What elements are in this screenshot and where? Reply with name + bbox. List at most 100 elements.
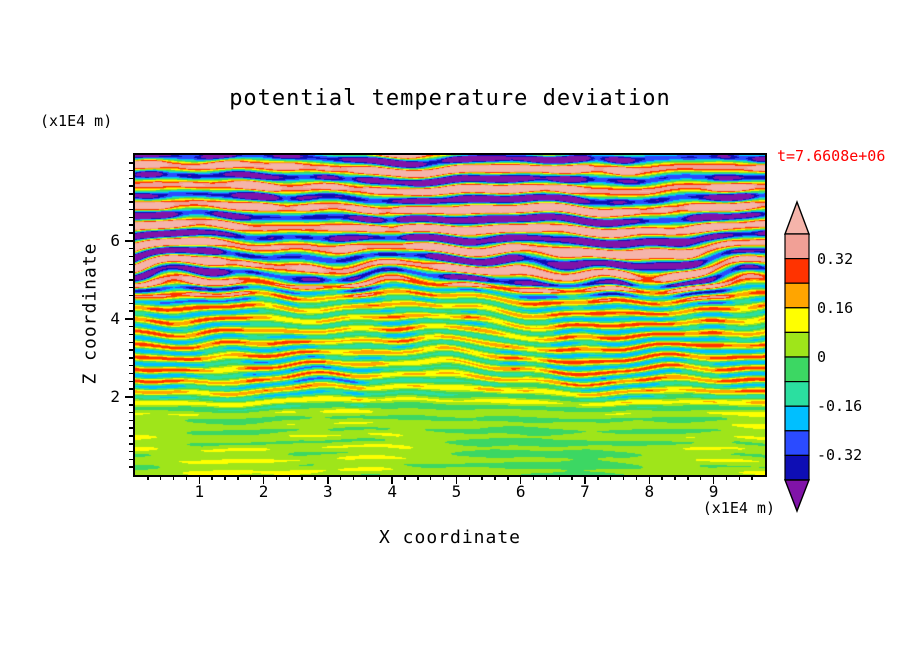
x-tick-label: 5 — [451, 482, 462, 501]
colorbar-cell — [784, 233, 810, 260]
y-tick-label: 6 — [110, 230, 120, 250]
x-minor-tick — [159, 476, 162, 480]
x-minor-tick — [172, 476, 175, 480]
x-major-tick — [584, 476, 586, 484]
x-minor-tick — [738, 476, 741, 480]
x-minor-tick — [687, 476, 689, 480]
x-minor-tick — [339, 476, 342, 480]
colorbar — [783, 200, 811, 513]
x-tick-label: 1 — [194, 482, 205, 501]
y-minor-tick — [129, 286, 133, 289]
y-major-tick — [125, 240, 133, 242]
colorbar-cell — [784, 257, 810, 284]
x-major-tick — [712, 476, 715, 484]
x-major-tick — [391, 476, 393, 484]
x-major-tick — [455, 476, 458, 484]
x-major-tick — [327, 476, 329, 484]
x-tick-label: 4 — [387, 482, 397, 501]
x-minor-tick — [301, 476, 303, 480]
y-minor-tick — [129, 201, 133, 203]
y-tick-label: 2 — [110, 386, 120, 406]
y-minor-tick — [129, 349, 133, 351]
colorbar-cell — [784, 307, 810, 334]
y-minor-tick — [129, 427, 133, 429]
x-axis-title: X coordinate — [378, 527, 522, 548]
x-minor-tick — [417, 476, 419, 480]
x-tick-label: 9 — [708, 482, 719, 501]
plot-title: potential temperature deviation — [229, 86, 671, 111]
y-minor-tick — [129, 435, 133, 437]
x-minor-tick — [494, 476, 496, 480]
x-minor-tick — [378, 476, 381, 480]
x-minor-tick — [468, 476, 471, 480]
x-minor-tick — [751, 476, 753, 480]
y-minor-tick — [129, 411, 133, 414]
y-minor-tick — [129, 443, 133, 445]
x-minor-tick — [635, 476, 638, 480]
y-minor-tick — [129, 364, 133, 367]
y-minor-tick — [129, 177, 133, 180]
y-minor-tick — [129, 216, 133, 219]
y-major-tick — [125, 396, 133, 398]
x-minor-tick — [224, 476, 226, 480]
y-tick-label: 4 — [110, 308, 120, 328]
x-tick-label: 7 — [580, 482, 590, 501]
x-axis-unit-label: (x1E4 m) — [702, 499, 775, 517]
colorbar-tick-label: 0.32 — [817, 249, 854, 268]
x-minor-tick — [211, 476, 213, 480]
x-minor-tick — [571, 476, 573, 480]
y-minor-tick — [129, 357, 133, 359]
x-minor-tick — [314, 476, 316, 480]
x-tick-label: 6 — [515, 482, 526, 501]
colorbar-cell — [784, 430, 810, 457]
x-major-tick — [519, 476, 522, 484]
y-minor-tick — [129, 302, 133, 305]
y-minor-tick — [129, 247, 133, 250]
x-minor-tick — [558, 476, 561, 480]
colorbar-tick-label: 0.16 — [817, 298, 854, 317]
temperature-field-heatmap — [135, 155, 765, 475]
plot-area — [133, 153, 767, 477]
y-minor-tick — [129, 224, 133, 226]
colorbar-tick-label: -0.16 — [817, 397, 863, 416]
x-minor-tick — [609, 476, 612, 480]
x-minor-tick — [674, 476, 676, 480]
y-minor-tick — [129, 232, 133, 234]
y-major-tick — [125, 318, 133, 320]
y-minor-tick — [129, 193, 133, 195]
x-minor-tick — [507, 476, 509, 480]
y-minor-tick — [129, 185, 133, 187]
y-minor-tick — [129, 255, 133, 258]
x-minor-tick — [288, 476, 291, 480]
y-minor-tick — [129, 380, 133, 383]
y-minor-tick — [129, 310, 133, 312]
y-minor-tick — [129, 294, 133, 297]
colorbar-top-arrow — [783, 200, 811, 235]
colorbar-cell — [784, 356, 810, 383]
x-minor-tick — [699, 476, 702, 480]
y-minor-tick — [129, 419, 133, 422]
x-minor-tick — [597, 476, 599, 480]
x-minor-tick — [545, 476, 548, 480]
x-tick-label: 8 — [644, 482, 655, 501]
colorbar-cell — [784, 454, 810, 481]
y-minor-tick — [129, 466, 133, 468]
x-minor-tick — [249, 476, 252, 480]
x-minor-tick — [429, 476, 432, 480]
x-minor-tick — [622, 476, 625, 480]
x-minor-tick — [352, 476, 355, 480]
x-tick-label: 3 — [323, 482, 333, 501]
x-major-tick — [262, 476, 265, 484]
x-minor-tick — [481, 476, 483, 480]
x-minor-tick — [185, 476, 188, 480]
colorbar-tick-label: 0 — [817, 348, 827, 366]
y-minor-tick — [129, 404, 133, 406]
x-tick-label: 2 — [258, 482, 269, 501]
y-minor-tick — [129, 450, 133, 453]
y-minor-tick — [129, 169, 133, 172]
colorbar-cell — [784, 405, 810, 432]
x-minor-tick — [442, 476, 445, 480]
y-minor-tick — [129, 162, 133, 164]
x-major-tick — [648, 476, 651, 484]
y-minor-tick — [129, 279, 133, 281]
